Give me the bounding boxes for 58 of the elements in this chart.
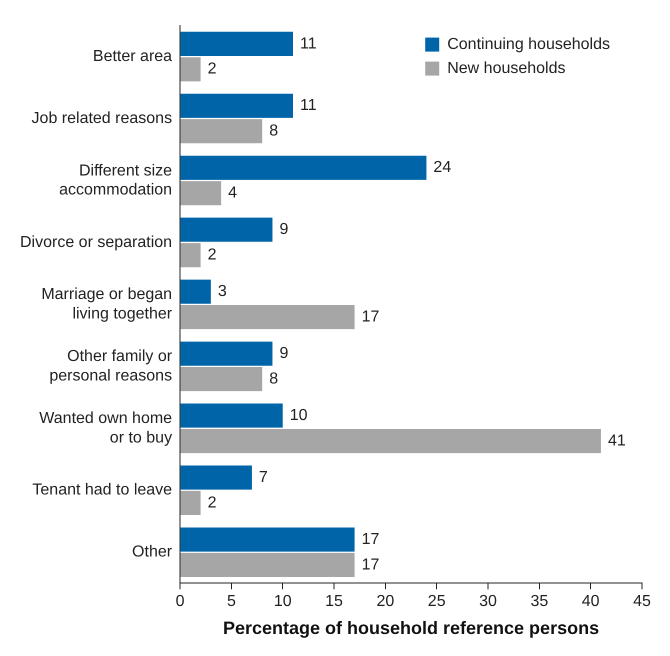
y-tick-label: Marriage or began living together (41, 286, 173, 322)
legend-label: Continuing households (447, 36, 610, 54)
data-label: 4 (228, 184, 238, 202)
x-tick-label: 25 (428, 593, 446, 610)
x-tick-label: 30 (479, 593, 498, 610)
x-axis-title: Percentage of household reference persons (222, 618, 600, 638)
data-label: 11 (300, 35, 317, 52)
bar (180, 218, 272, 242)
data-label: 3 (218, 283, 227, 300)
bar (180, 32, 293, 56)
bar (180, 156, 426, 180)
y-tick-label: Other family or personal reasons (49, 348, 173, 384)
data-label: 9 (279, 221, 288, 238)
data-label: 11 (300, 97, 317, 114)
bar (180, 94, 293, 118)
y-tick-label: Divorce or separation (20, 234, 172, 251)
data-label: 17 (362, 308, 380, 326)
bar (180, 428, 601, 454)
bar (180, 305, 355, 330)
x-tick-label: 10 (274, 593, 292, 610)
bar (180, 366, 262, 392)
y-tick-label: Different size accommodation (59, 162, 172, 198)
x-tick-label: 15 (325, 593, 344, 610)
data-label: 17 (362, 556, 380, 574)
x-tick-label: 45 (633, 593, 651, 610)
bar (180, 181, 222, 206)
data-label: 17 (362, 530, 380, 548)
bar (180, 119, 262, 144)
x-tick-label: 5 (226, 593, 236, 610)
data-label: 8 (269, 122, 278, 140)
bar (180, 280, 211, 304)
y-tick-label: Other (132, 544, 173, 561)
data-label: 2 (208, 60, 217, 78)
x-tick-label: 40 (582, 593, 600, 610)
data-label: 7 (258, 468, 268, 486)
y-tick-label: Better area (92, 48, 172, 65)
data-label: 2 (208, 246, 217, 264)
y-tick-label: Wanted own home or to buy (39, 410, 172, 446)
bar (180, 243, 201, 268)
y-tick-label: Job related reasons (32, 110, 172, 127)
x-tick-label: 20 (376, 593, 394, 610)
y-tick-label: Tenant had to leave (32, 482, 172, 499)
data-label: 8 (269, 370, 278, 388)
data-label: 24 (433, 159, 452, 176)
bar (180, 404, 283, 428)
data-label: 9 (279, 345, 288, 362)
data-label: 2 (208, 494, 217, 512)
x-tick-label: 0 (176, 593, 185, 610)
legend-label: New households (447, 60, 566, 78)
bar (180, 342, 272, 366)
x-tick-label: 35 (530, 593, 548, 610)
bar (180, 57, 201, 82)
bar (180, 490, 201, 516)
data-label: 10 (290, 407, 308, 424)
data-label: 41 (608, 432, 626, 450)
bar (180, 466, 252, 490)
bar (180, 552, 355, 577)
bar (180, 527, 355, 552)
